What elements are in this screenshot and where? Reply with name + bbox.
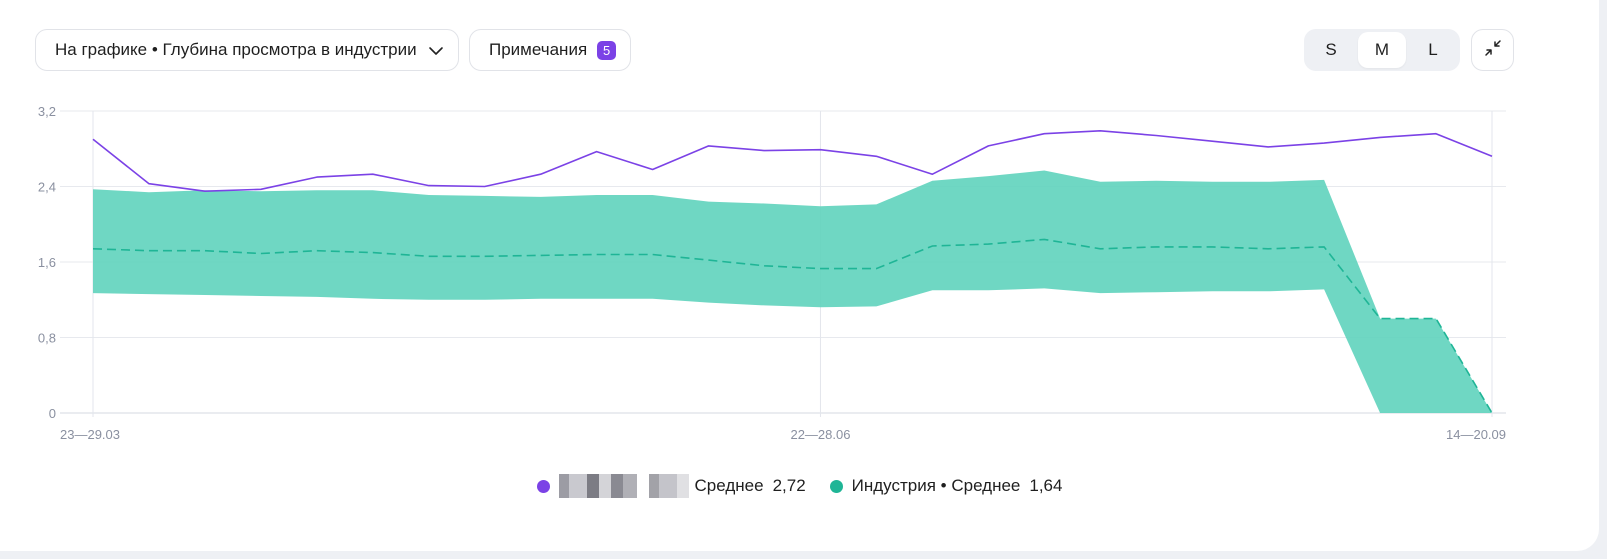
y-tick-label: 1,6 (38, 255, 56, 270)
metric-select-label: На графике • Глубина просмотра в индустр… (55, 40, 417, 59)
legend-value: 1,64 (1029, 476, 1063, 495)
legend-dot-teal (829, 479, 843, 493)
legend-item-industry-average[interactable]: Индустрия • Среднее 1,64 (829, 476, 1063, 496)
collapse-button[interactable] (1471, 29, 1514, 71)
chart-size-switcher: S M L (1304, 29, 1460, 71)
notes-count-badge: 5 (597, 40, 617, 60)
chart-legend: Среднее 2,72 Индустрия • Среднее 1,64 (0, 474, 1599, 498)
line-chart: 0 0,8 1,6 2,4 3,2 23—29.03 22—28.06 14—20.09 (38, 104, 1506, 442)
legend-dot-purple (536, 479, 550, 493)
x-tick-label: 22—28.06 (790, 427, 850, 442)
size-s-button[interactable]: S (1325, 40, 1337, 59)
y-tick-label: 3,2 (38, 104, 56, 119)
industry-range-band (93, 170, 1492, 413)
notes-button[interactable]: Примечания 5 (469, 29, 631, 71)
size-m-button[interactable]: M (1358, 32, 1406, 68)
size-l-button[interactable]: L (1428, 40, 1438, 59)
y-tick-label: 2,4 (38, 180, 56, 195)
legend-label: Индустрия • Среднее (851, 476, 1021, 495)
notes-label: Примечания (489, 40, 588, 59)
x-tick-label: 14—20.09 (1446, 427, 1506, 442)
collapse-icon (1484, 39, 1502, 62)
industry-average-line (92, 238, 1493, 414)
y-tick-label: 0 (49, 406, 56, 421)
legend-value: 2,72 (772, 476, 806, 495)
x-tick-label: 23—29.03 (60, 427, 120, 442)
y-tick-label: 0,8 (38, 331, 56, 346)
legend-item-site-average[interactable]: Среднее 2,72 (536, 474, 806, 498)
site-average-line (92, 129, 1493, 192)
metric-select[interactable]: На графике • Глубина просмотра в индустр… (35, 29, 459, 71)
chevron-down-icon (428, 43, 444, 64)
redacted-site-name (558, 474, 689, 498)
legend-label: Среднее (694, 476, 764, 495)
